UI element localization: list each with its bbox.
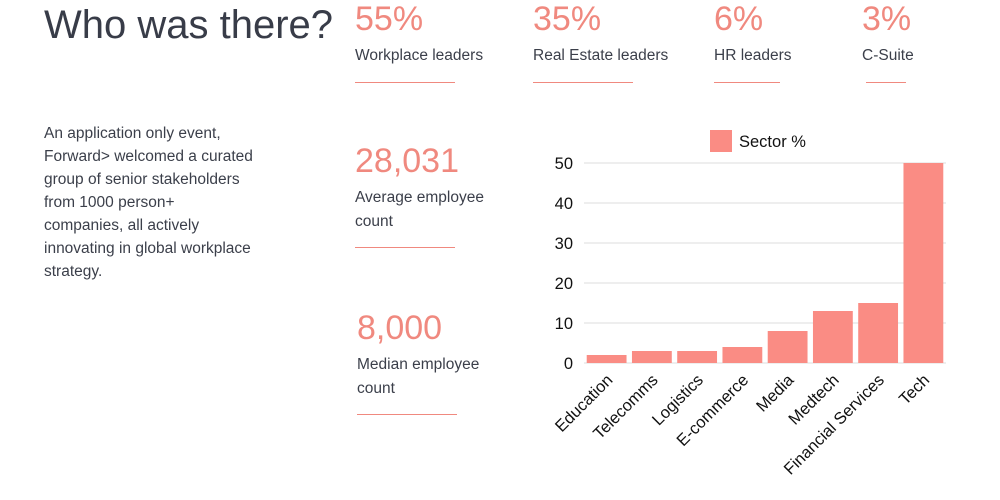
stat-hr-leaders: 6% HR leaders [714, 0, 792, 68]
y-tick-layer: 0 10 20 30 40 50 [555, 155, 573, 373]
stat-label: HR leaders [714, 47, 792, 64]
y-tick-label: 40 [555, 195, 573, 213]
sector-bar-chart: Sector % 0 10 20 30 40 50 EducationTelecommsL… [552, 130, 946, 479]
stat-label: Workplace leaders [355, 47, 484, 64]
bar-tech [903, 163, 944, 363]
stat-median-employee-count: 8,000 Median employee count [357, 309, 517, 401]
stat-label: C-Suite [862, 47, 914, 64]
x-category-label: Tech [896, 371, 933, 408]
stat-workplace-leaders: 55% Workplace leaders [355, 0, 483, 68]
bar-media [767, 331, 808, 363]
stat-divider [355, 247, 455, 248]
stat-label: Average employee count [355, 189, 484, 230]
stat-value: 6% [714, 0, 764, 38]
stat-real-estate-leaders: 35% Real Estate leaders [533, 0, 668, 68]
y-tick-label: 10 [555, 315, 573, 333]
stat-value: 8,000 [357, 309, 443, 347]
stat-divider [866, 82, 906, 83]
page-title: Who was there? [44, 3, 334, 47]
bar-layer [586, 163, 944, 363]
stat-divider [355, 82, 455, 83]
bar-telecomms [631, 351, 672, 363]
stat-average-employee-count: 28,031 Average employee count [355, 142, 515, 234]
y-tick-label: 20 [555, 275, 573, 293]
stat-value: 55% [355, 0, 424, 38]
bar-logistics [677, 351, 718, 363]
y-tick-label: 50 [555, 155, 573, 173]
bar-education [586, 355, 627, 363]
legend-swatch [710, 130, 732, 152]
bar-e-commerce [722, 347, 763, 363]
stat-c-suite: 3% C-Suite [862, 0, 914, 68]
stat-value: 3% [862, 0, 912, 38]
bar-medtech [812, 311, 853, 363]
stat-value: 35% [533, 0, 602, 38]
stat-label: Median employee count [357, 356, 480, 397]
stat-label: Real Estate leaders [533, 47, 669, 64]
legend-label: Sector % [739, 133, 806, 151]
intro-paragraph: An application only event, Forward> welc… [44, 125, 253, 280]
bar-financial-services [858, 303, 899, 363]
stat-divider [533, 82, 633, 83]
y-tick-label: 30 [555, 235, 573, 253]
stat-divider [357, 414, 457, 415]
stat-value: 28,031 [355, 142, 459, 180]
y-tick-label: 0 [564, 355, 573, 373]
stat-divider [714, 82, 780, 83]
